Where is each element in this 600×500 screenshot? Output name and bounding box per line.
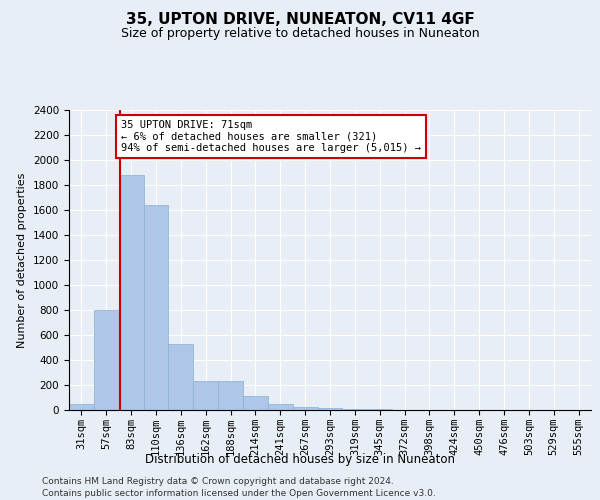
Bar (69, 404, 94, 410)
Bar (169, 344, 193, 410)
Bar (119, 175, 143, 410)
Text: Contains public sector information licensed under the Open Government Licence v3: Contains public sector information licen… (42, 489, 436, 498)
Y-axis label: Number of detached properties: Number of detached properties (17, 172, 28, 348)
Bar (94, 310, 119, 410)
Bar (143, 205, 169, 410)
Bar (317, 408, 343, 410)
Text: Contains HM Land Registry data © Crown copyright and database right 2024.: Contains HM Land Registry data © Crown c… (42, 478, 394, 486)
Bar (343, 409, 367, 410)
Bar (193, 381, 218, 410)
Text: Distribution of detached houses by size in Nuneaton: Distribution of detached houses by size … (145, 452, 455, 466)
Bar (293, 407, 317, 410)
Bar (268, 404, 293, 410)
Bar (218, 381, 243, 410)
Bar (243, 396, 268, 410)
Text: 35 UPTON DRIVE: 71sqm
← 6% of detached houses are smaller (321)
94% of semi-deta: 35 UPTON DRIVE: 71sqm ← 6% of detached h… (121, 120, 421, 153)
Text: Size of property relative to detached houses in Nuneaton: Size of property relative to detached ho… (121, 28, 479, 40)
Text: 35, UPTON DRIVE, NUNEATON, CV11 4GF: 35, UPTON DRIVE, NUNEATON, CV11 4GF (125, 12, 475, 28)
